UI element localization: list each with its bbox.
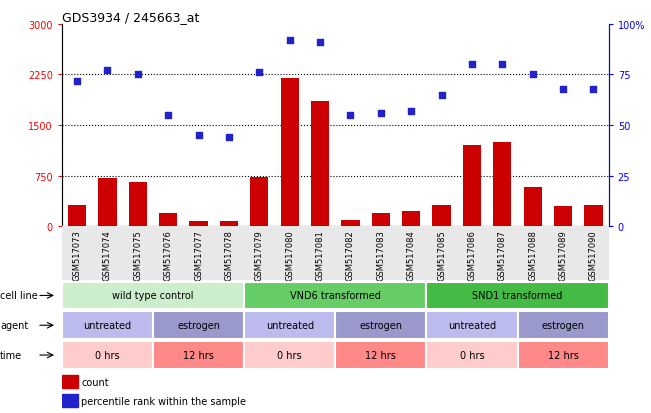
Text: GSM517081: GSM517081 [316, 230, 325, 280]
Bar [62, 375, 78, 388]
Text: time: time [0, 350, 22, 360]
Text: 12 hrs: 12 hrs [365, 350, 396, 360]
Point [254, 70, 264, 76]
Point [589, 86, 599, 93]
Text: GSM517076: GSM517076 [163, 230, 173, 280]
Bar [281, 78, 299, 227]
Point [467, 62, 477, 69]
Text: GSM517084: GSM517084 [407, 230, 416, 280]
Bar [68, 205, 86, 227]
Text: untreated: untreated [448, 320, 496, 330]
Bar [585, 206, 603, 227]
Text: 12 hrs: 12 hrs [183, 350, 214, 360]
Text: GSM517090: GSM517090 [589, 230, 598, 280]
Text: GSM517087: GSM517087 [498, 230, 507, 280]
Bar [189, 221, 208, 227]
Bar [335, 341, 426, 369]
Text: GSM517078: GSM517078 [225, 230, 234, 280]
Bar [341, 220, 359, 227]
Bar [463, 146, 481, 227]
Point [284, 38, 295, 44]
Text: GSM517088: GSM517088 [528, 230, 537, 280]
Text: cell line: cell line [0, 291, 38, 301]
Text: wild type control: wild type control [112, 291, 194, 301]
Bar [493, 142, 512, 227]
Point [193, 133, 204, 139]
Bar [62, 311, 153, 339]
Text: GSM517080: GSM517080 [285, 230, 294, 280]
Bar [523, 188, 542, 227]
Text: GSM517075: GSM517075 [133, 230, 143, 280]
Text: VND6 transformed: VND6 transformed [290, 291, 381, 301]
Text: estrogen: estrogen [177, 320, 220, 330]
Bar [98, 179, 117, 227]
Bar [426, 282, 609, 310]
Text: GSM517083: GSM517083 [376, 230, 385, 280]
Text: SND1 transformed: SND1 transformed [473, 291, 562, 301]
Text: agent: agent [0, 320, 28, 330]
Text: percentile rank within the sample: percentile rank within the sample [81, 396, 246, 406]
Bar [432, 206, 450, 227]
Point [133, 72, 143, 78]
Point [163, 112, 173, 119]
Text: estrogen: estrogen [542, 320, 585, 330]
Bar [518, 341, 609, 369]
Point [558, 86, 568, 93]
Bar [153, 311, 244, 339]
Point [224, 135, 234, 141]
Bar [153, 341, 244, 369]
Point [72, 78, 82, 85]
Point [406, 108, 417, 115]
Bar [244, 311, 335, 339]
Text: GSM517073: GSM517073 [72, 230, 81, 280]
Bar [220, 222, 238, 227]
Text: GSM517089: GSM517089 [559, 230, 568, 280]
Text: untreated: untreated [83, 320, 132, 330]
Point [345, 112, 355, 119]
Bar [129, 182, 147, 227]
Bar [244, 282, 426, 310]
Text: GSM517077: GSM517077 [194, 230, 203, 280]
Bar [311, 102, 329, 227]
Text: GSM517086: GSM517086 [467, 230, 477, 280]
Text: GSM517085: GSM517085 [437, 230, 446, 280]
Point [102, 68, 113, 74]
Text: 0 hrs: 0 hrs [277, 350, 302, 360]
Point [497, 62, 508, 69]
Bar [62, 282, 244, 310]
Bar [426, 311, 518, 339]
Text: 0 hrs: 0 hrs [95, 350, 120, 360]
Text: estrogen: estrogen [359, 320, 402, 330]
Bar [250, 178, 268, 227]
Point [315, 40, 326, 46]
Bar [518, 311, 609, 339]
Bar [426, 341, 518, 369]
Bar [402, 212, 421, 227]
Bar [62, 341, 153, 369]
Text: GSM517079: GSM517079 [255, 230, 264, 280]
Bar [372, 213, 390, 227]
Text: GSM517082: GSM517082 [346, 230, 355, 280]
Point [527, 72, 538, 78]
Bar [159, 214, 177, 227]
Point [376, 110, 386, 117]
Bar [62, 394, 78, 407]
Text: GDS3934 / 245663_at: GDS3934 / 245663_at [62, 11, 199, 24]
Text: untreated: untreated [266, 320, 314, 330]
Text: GSM517074: GSM517074 [103, 230, 112, 280]
Text: count: count [81, 377, 109, 387]
Bar [244, 341, 335, 369]
Text: 0 hrs: 0 hrs [460, 350, 484, 360]
Bar [554, 206, 572, 227]
Bar [335, 311, 426, 339]
Point [436, 92, 447, 99]
Text: 12 hrs: 12 hrs [547, 350, 579, 360]
